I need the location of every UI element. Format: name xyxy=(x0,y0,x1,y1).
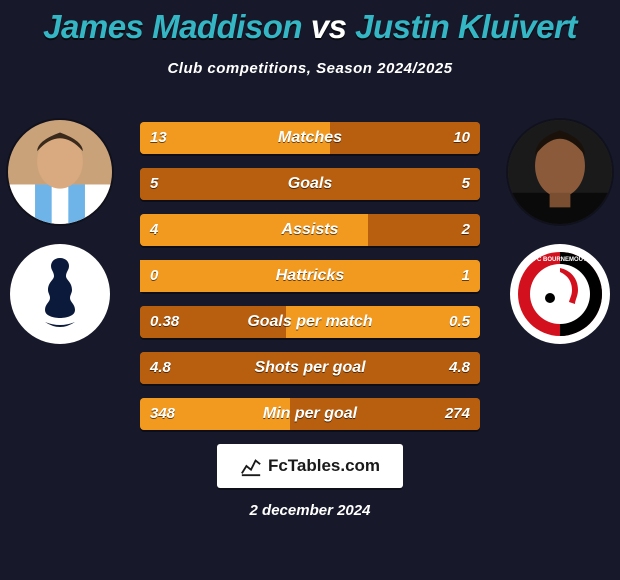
player2-avatar xyxy=(508,120,612,224)
stats-rows: 1310Matches55Goals42Assists01Hattricks0.… xyxy=(140,122,480,444)
stat-left-value: 0.38 xyxy=(150,306,179,338)
subtitle: Club competitions, Season 2024/2025 xyxy=(0,60,620,77)
watermark: FcTables.com xyxy=(217,444,403,488)
date-label: 2 december 2024 xyxy=(0,502,620,519)
vs-text: vs xyxy=(311,8,355,45)
bar-right xyxy=(140,260,480,292)
stat-right-value: 2 xyxy=(462,214,470,246)
stat-left-value: 4 xyxy=(150,214,158,246)
stat-row: 348274Min per goal xyxy=(140,398,480,430)
player2-club-crest: AFC BOURNEMOUTH xyxy=(510,244,610,344)
stat-left-value: 4.8 xyxy=(150,352,171,384)
left-column xyxy=(0,120,120,344)
watermark-label: FcTables.com xyxy=(268,456,380,476)
bar-right xyxy=(310,168,480,200)
stat-row: 42Assists xyxy=(140,214,480,246)
stat-right-value: 5 xyxy=(462,168,470,200)
player1-avatar xyxy=(8,120,112,224)
stat-right-value: 10 xyxy=(453,122,470,154)
stat-left-value: 0 xyxy=(150,260,158,292)
stat-right-value: 4.8 xyxy=(449,352,470,384)
stat-row: 55Goals xyxy=(140,168,480,200)
stat-right-value: 274 xyxy=(445,398,470,430)
svg-text:AFC BOURNEMOUTH: AFC BOURNEMOUTH xyxy=(529,257,591,263)
bar-left xyxy=(140,214,368,246)
stat-row: 01Hattricks xyxy=(140,260,480,292)
stat-right-value: 0.5 xyxy=(449,306,470,338)
stat-row: 4.84.8Shots per goal xyxy=(140,352,480,384)
bar-left xyxy=(140,122,330,154)
bar-left xyxy=(140,168,310,200)
player2-name: Justin Kluivert xyxy=(355,8,577,45)
page-title: James Maddison vs Justin Kluivert xyxy=(0,0,620,46)
stat-row: 0.380.5Goals per match xyxy=(140,306,480,338)
right-column: AFC BOURNEMOUTH xyxy=(500,120,620,344)
player1-name: James Maddison xyxy=(43,8,302,45)
stat-left-value: 348 xyxy=(150,398,175,430)
stat-left-value: 5 xyxy=(150,168,158,200)
stat-row: 1310Matches xyxy=(140,122,480,154)
player1-club-crest xyxy=(10,244,110,344)
stat-left-value: 13 xyxy=(150,122,167,154)
stat-right-value: 1 xyxy=(462,260,470,292)
